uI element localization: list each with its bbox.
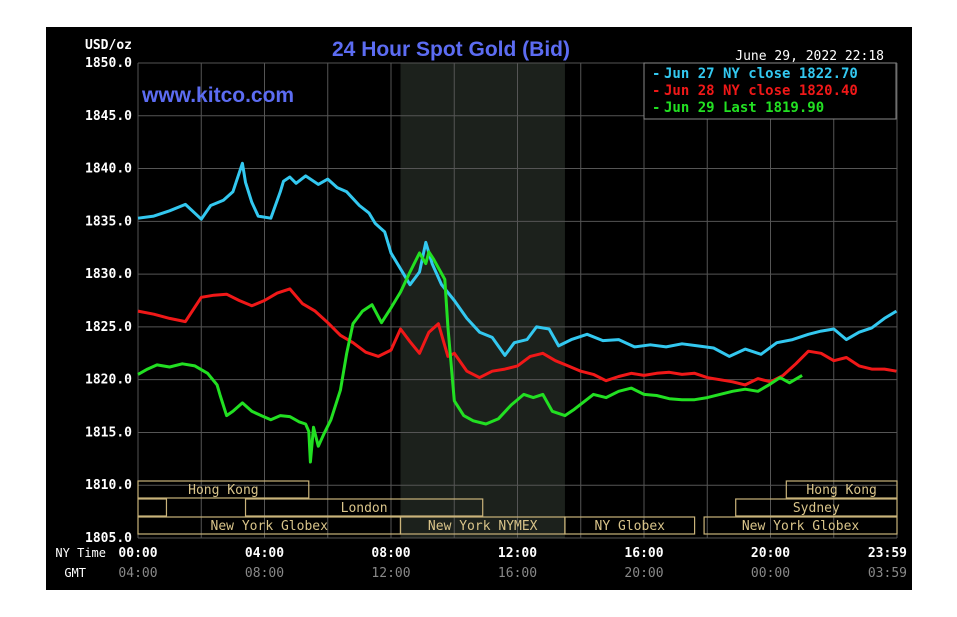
legend-marker: - [652,83,660,99]
x-row-label-gmt: GMT [64,566,86,580]
session-label: New York NYMEX [428,519,538,534]
chart-frame: 1850.0 1845.0 1840.0 1835.0 1830.0 1825.0 1820… [46,27,912,590]
legend-box [643,62,897,120]
y-tick-label: 1810.0 [85,478,132,493]
legend-entry: Jun 28 NY close 1820.40 [664,83,858,99]
y-tick-label: 1830.0 [85,267,132,282]
legend-entry: Jun 29 Last 1819.90 [664,100,824,116]
session-label: NY Globex [595,519,666,534]
y-tick-label: 1805.0 [85,531,132,546]
x-tick-label-gmt: 08:00 [245,566,284,581]
gold-chart: 1850.0 1845.0 1840.0 1835.0 1830.0 1825.0 1820… [55,38,907,581]
session-bar [244,498,484,517]
legend-entry: Jun 27 NY close 1822.70 [664,66,858,82]
session-bar [735,498,898,517]
x-tick-label-ny: 16:00 [624,546,663,561]
x-tick-label-gmt: 03:59 [868,566,907,581]
x-tick-label-ny: 20:00 [751,546,790,561]
y-tick-label: 1850.0 [85,56,132,71]
chart-title: 24 Hour Spot Gold (Bid) [332,38,570,61]
x-tick-label-gmt: 00:00 [751,566,790,581]
session-label: New York Globex [211,519,329,534]
session-label: London [341,501,388,516]
session-label: Hong Kong [188,483,258,498]
y-tick-label: 1835.0 [85,214,132,229]
y-tick-label: 1820.0 [85,373,132,388]
x-tick-label-gmt: 16:00 [498,566,537,581]
series-line [137,287,897,387]
legend-marker: - [652,66,660,82]
timestamp: June 29, 2022 22:18 [735,49,884,64]
source-label: www.kitco.com [141,84,294,107]
x-tick-label-gmt: 12:00 [371,566,410,581]
y-axis-label: USD/oz [85,38,132,53]
series-line [137,161,898,358]
series-line [137,250,803,464]
session-label: Hong Kong [806,483,876,498]
nymex-session-shade [400,63,565,538]
y-tick-label: 1840.0 [85,162,132,177]
x-tick-label-ny: 23:59 [868,546,907,561]
x-tick-label-ny: 00:00 [118,546,157,561]
session-bar [137,480,310,499]
y-tick-label: 1815.0 [85,425,132,440]
session-bar [785,480,898,499]
x-tick-label-gmt: 04:00 [118,566,157,581]
session-bar [137,498,168,517]
y-tick-label: 1845.0 [85,109,132,124]
x-row-label-ny: NY Time [55,546,106,560]
x-tick-label-gmt: 20:00 [624,566,663,581]
legend-marker: - [652,100,660,116]
session-bar [564,516,696,535]
x-tick-label-ny: 08:00 [371,546,410,561]
session-bar [703,516,898,535]
x-tick-label-ny: 04:00 [245,546,284,561]
y-tick-label: 1825.0 [85,320,132,335]
x-tick-label-ny: 12:00 [498,546,537,561]
session-label: Sydney [793,501,840,516]
session-label: New York Globex [742,519,860,534]
